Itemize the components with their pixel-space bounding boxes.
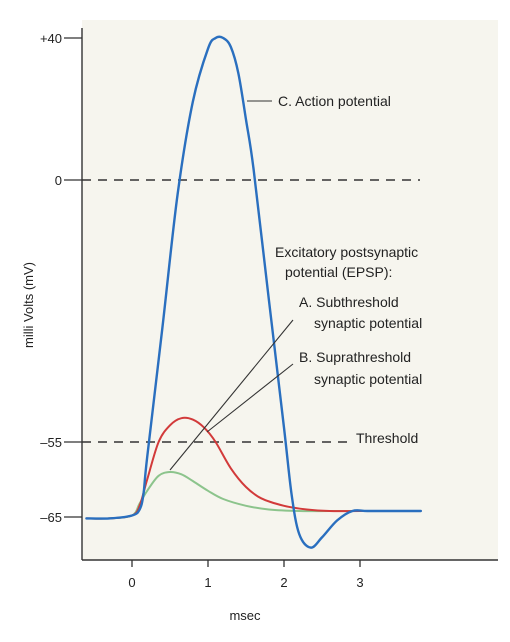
subthreshold-label-line2: synaptic potential	[314, 315, 422, 331]
plot-area	[82, 20, 498, 560]
leader-lines	[169, 100, 294, 471]
threshold-label: Threshold	[356, 430, 418, 446]
reference-lines	[82, 179, 420, 443]
suprathreshold-label-line1: B. Suprathreshold	[299, 349, 411, 365]
series-group	[85, 35, 422, 549]
suprathreshold-leader	[206, 363, 294, 433]
y-tick-label-0: +40	[40, 31, 62, 46]
axes	[81, 28, 498, 561]
subthreshold-leader	[169, 319, 294, 471]
x-tick-label-3: 3	[356, 575, 363, 590]
x-axis-label: msec	[229, 608, 261, 623]
ticks: +40 0 –55 –65 0 1 2 3	[40, 31, 364, 590]
action-potential-label: C. Action potential	[278, 93, 391, 109]
x-tick-label-0: 0	[128, 575, 135, 590]
epsp-header-line2: potential (EPSP):	[285, 264, 392, 280]
suprathreshold-label-line2: synaptic potential	[314, 371, 422, 387]
series-line-suprathreshold	[85, 416, 422, 520]
y-tick-label-3: –65	[40, 510, 62, 525]
y-tick-label-1: 0	[55, 173, 62, 188]
x-tick-label-1: 1	[204, 575, 211, 590]
series-line-action-potential	[85, 35, 422, 549]
subthreshold-label-line1: A. Subthreshold	[299, 294, 399, 310]
y-tick-label-2: –55	[40, 435, 62, 450]
y-axis-label: milli Volts (mV)	[21, 262, 36, 348]
epsp-header-line1: Excitatory postsynaptic	[275, 244, 418, 260]
x-tick-label-2: 2	[280, 575, 287, 590]
